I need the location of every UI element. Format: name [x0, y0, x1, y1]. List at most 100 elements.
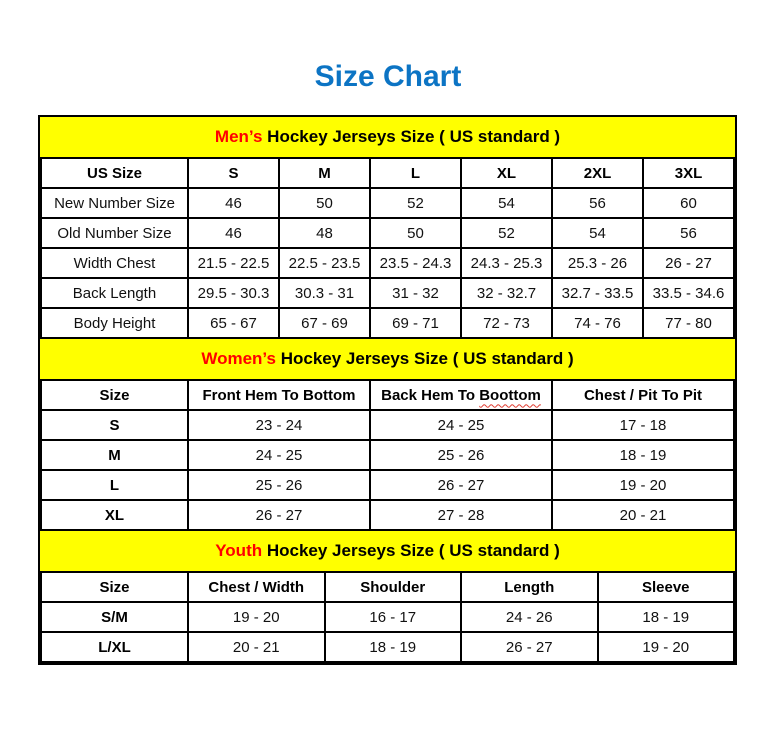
cell-value: 60 [642, 187, 735, 219]
cell-value: 23 - 24 [187, 409, 371, 441]
cell-value: 48 [278, 217, 371, 249]
column-header: Chest / Width [187, 571, 326, 603]
column-header: Size [40, 571, 189, 603]
misspelled-word: Boottom [479, 386, 541, 404]
table-row: Body Height 65 - 67 67 - 69 69 - 71 72 - 73 7… [40, 307, 735, 339]
cell-value: 16 - 17 [323, 601, 462, 633]
cell-value: 56 [642, 217, 735, 249]
cell-value: 26 - 27 [460, 631, 599, 663]
table-row: Width Chest 21.5 - 22.5 22.5 - 23.5 23.5 - … [40, 247, 735, 279]
cell-value: 17 - 18 [551, 409, 735, 441]
mens-size-table: US Size S M L XL 2XL 3XL New Number Size 46 50 52 5… [40, 157, 735, 339]
row-label: S [40, 409, 189, 441]
section-title-accent: Women’s [201, 349, 276, 368]
table-row: L/XL 20 - 21 18 - 19 26 - 27 19 - 20 [40, 631, 735, 663]
table-row: New Number Size 46 50 52 54 56 60 [40, 187, 735, 219]
size-chart: Men’s Hockey Jerseys Size ( US standard … [38, 115, 737, 665]
section-header-youth: Youth Hockey Jerseys Size ( US standard … [40, 531, 735, 571]
table-row: L 25 - 26 26 - 27 19 - 20 [40, 469, 735, 501]
row-label: Width Chest [40, 247, 189, 279]
cell-value: 33.5 - 34.6 [642, 277, 735, 309]
row-label: New Number Size [40, 187, 189, 219]
table-row: M 24 - 25 25 - 26 18 - 19 [40, 439, 735, 471]
row-label: Old Number Size [40, 217, 189, 249]
section-title-rest: Hockey Jerseys Size ( US standard ) [275, 349, 574, 368]
page-title: Size Chart [314, 60, 462, 93]
row-label: Back Length [40, 277, 189, 309]
column-header: Sleeve [596, 571, 735, 603]
column-header: Size [40, 379, 189, 411]
cell-value: 29.5 - 30.3 [187, 277, 280, 309]
cell-value: 26 - 27 [642, 247, 735, 279]
cell-value: 52 [460, 217, 553, 249]
cell-value: 65 - 67 [187, 307, 280, 339]
cell-value: 56 [551, 187, 644, 219]
row-label: Body Height [40, 307, 189, 339]
cell-value: 18 - 19 [596, 601, 735, 633]
cell-value: 32.7 - 33.5 [551, 277, 644, 309]
cell-value: 31 - 32 [369, 277, 462, 309]
cell-value: 27 - 28 [369, 499, 553, 531]
column-header: S [187, 157, 280, 189]
column-header: L [369, 157, 462, 189]
column-header: US Size [40, 157, 189, 189]
cell-value: 26 - 27 [369, 469, 553, 501]
cell-value: 52 [369, 187, 462, 219]
cell-value: 19 - 20 [596, 631, 735, 663]
section-title-rest: Hockey Jerseys Size ( US standard ) [262, 127, 561, 146]
column-header: 2XL [551, 157, 644, 189]
section-title-accent: Men’s [214, 127, 263, 146]
column-header: XL [460, 157, 553, 189]
cell-value: 69 - 71 [369, 307, 462, 339]
column-header: Shoulder [323, 571, 462, 603]
cell-value: 74 - 76 [551, 307, 644, 339]
header-row: US Size S M L XL 2XL 3XL [40, 157, 735, 189]
cell-value: 20 - 21 [551, 499, 735, 531]
cell-value: 54 [460, 187, 553, 219]
cell-value: 22.5 - 23.5 [278, 247, 371, 279]
table-row: Back Length 29.5 - 30.3 30.3 - 31 31 - 32 32… [40, 277, 735, 309]
section-header-mens: Men’s Hockey Jerseys Size ( US standard … [40, 117, 735, 157]
header-row: Size Chest / Width Shoulder Length Sleeve [40, 571, 735, 603]
womens-size-table: Size Front Hem To Bottom Back Hem To Boott… [40, 379, 735, 531]
cell-value: 54 [551, 217, 644, 249]
row-label: L [40, 469, 189, 501]
cell-value: 32 - 32.7 [460, 277, 553, 309]
cell-value: 46 [187, 217, 280, 249]
cell-value: 24 - 26 [460, 601, 599, 633]
cell-value: 25 - 26 [187, 469, 371, 501]
youth-size-table: Size Chest / Width Shoulder Length Sleeve S/M… [40, 571, 735, 663]
column-header: Back Hem To Boottom [369, 379, 553, 411]
column-header: Chest / Pit To Pit [551, 379, 735, 411]
cell-value: 50 [369, 217, 462, 249]
cell-value: 18 - 19 [323, 631, 462, 663]
header-row: Size Front Hem To Bottom Back Hem To Boott… [40, 379, 735, 411]
cell-value: 46 [187, 187, 280, 219]
cell-value: 26 - 27 [187, 499, 371, 531]
column-header: Length [460, 571, 599, 603]
cell-value: 25 - 26 [369, 439, 553, 471]
column-header: 3XL [642, 157, 735, 189]
cell-value: 72 - 73 [460, 307, 553, 339]
cell-value: 24 - 25 [187, 439, 371, 471]
cell-value: 30.3 - 31 [278, 277, 371, 309]
cell-value: 24 - 25 [369, 409, 553, 441]
table-row: Old Number Size 46 48 50 52 54 56 [40, 217, 735, 249]
column-header: Front Hem To Bottom [187, 379, 371, 411]
row-label: L/XL [40, 631, 189, 663]
cell-value: 77 - 80 [642, 307, 735, 339]
cell-value: 24.3 - 25.3 [460, 247, 553, 279]
table-row: S/M 19 - 20 16 - 17 24 - 26 18 - 19 [40, 601, 735, 633]
row-label: S/M [40, 601, 189, 633]
cell-value: 19 - 20 [187, 601, 326, 633]
section-title-accent: Youth [215, 541, 263, 560]
table-row: XL 26 - 27 27 - 28 20 - 21 [40, 499, 735, 531]
cell-value: 21.5 - 22.5 [187, 247, 280, 279]
column-header: M [278, 157, 371, 189]
cell-value: 18 - 19 [551, 439, 735, 471]
cell-value: 23.5 - 24.3 [369, 247, 462, 279]
cell-value: 67 - 69 [278, 307, 371, 339]
table-row: S 23 - 24 24 - 25 17 - 18 [40, 409, 735, 441]
section-title-rest: Hockey Jerseys Size ( US standard ) [262, 541, 560, 560]
cell-value: 50 [278, 187, 371, 219]
